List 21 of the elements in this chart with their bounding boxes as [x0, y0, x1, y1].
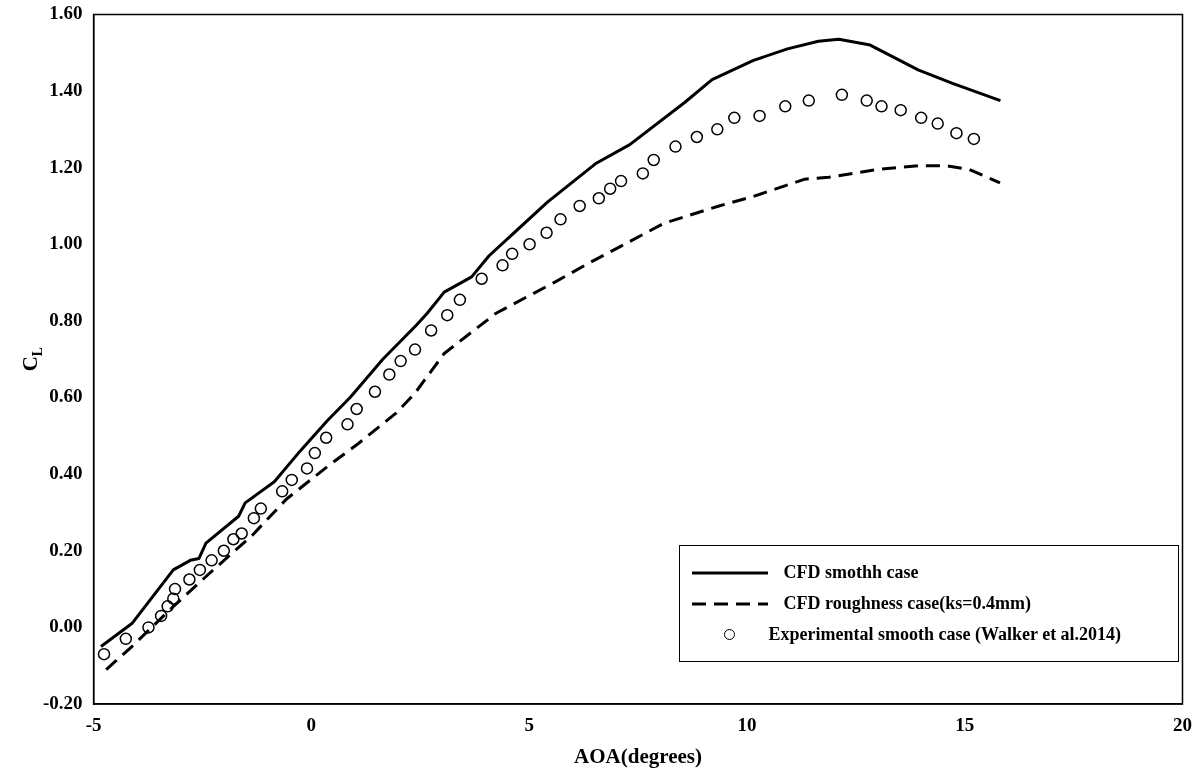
- y-tick-label: 0.60: [49, 385, 83, 407]
- y-tick-label: 1.60: [49, 2, 83, 24]
- y-tick-label: 0.00: [49, 615, 83, 637]
- y-tick-label: 1.00: [49, 232, 83, 254]
- y-tick-label: 1.20: [49, 155, 83, 177]
- y-tick-label: 0.20: [49, 538, 83, 560]
- x-tick-label: -5: [85, 714, 102, 736]
- y-tick-label: -0.20: [43, 691, 83, 713]
- legend-label: CFD smothh case: [783, 562, 919, 583]
- y-tick-label: 0.40: [49, 462, 83, 484]
- x-tick-label: 10: [737, 714, 757, 736]
- x-tick-label: 5: [524, 714, 534, 736]
- x-tick-label: 15: [955, 714, 975, 736]
- y-tick-label: 0.80: [49, 308, 83, 330]
- x-tick-label: 0: [306, 714, 317, 736]
- legend-label: Experimental smooth case (Walker et al.2014): [768, 624, 1122, 645]
- x-tick-label: 20: [1173, 714, 1192, 736]
- x-axis-title: AOA(degrees): [574, 743, 702, 768]
- y-axis-title: CL: [18, 347, 45, 372]
- legend-label: CFD roughness case(ks=0.4mm): [783, 593, 1031, 614]
- y-tick-label: 1.40: [49, 78, 83, 100]
